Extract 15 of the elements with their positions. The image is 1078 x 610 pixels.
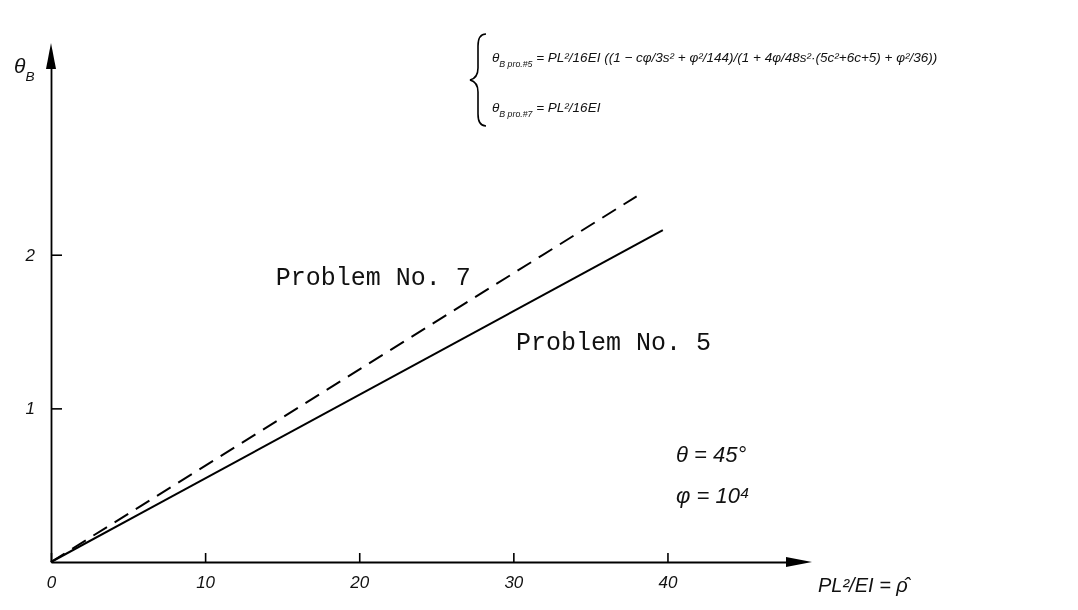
x-tick-label: 40 [658,573,678,593]
x-tick-label: 0 [46,573,57,593]
y-tick-label: 1 [25,399,35,419]
annotation: θ$_{B pro.#7}$ = PL²/16EI [492,100,601,119]
annotation: θ = 45° [676,442,747,467]
y-axis-title: θ$_{B}$ [14,54,35,84]
series-label: Problem No. 7 [275,263,471,293]
x-tick-label: 30 [504,573,524,593]
series-label: Problem No. 5 [516,328,712,358]
x-tick-label: 20 [349,573,370,593]
x-axis-title: PL²/EI = ρ̂ [818,574,912,596]
annotation: θ$_{B pro.#5}$ = PL²/16EI ((1 − cφ/3s² + φ²/144)/(1 + 4φ/48s²·(5c²+6c+5) + φ²/36)) [492,50,938,69]
annotation: φ = 10⁴ [676,483,750,508]
x-tick-label: 10 [196,573,216,593]
y-tick-label: 2 [24,245,36,265]
